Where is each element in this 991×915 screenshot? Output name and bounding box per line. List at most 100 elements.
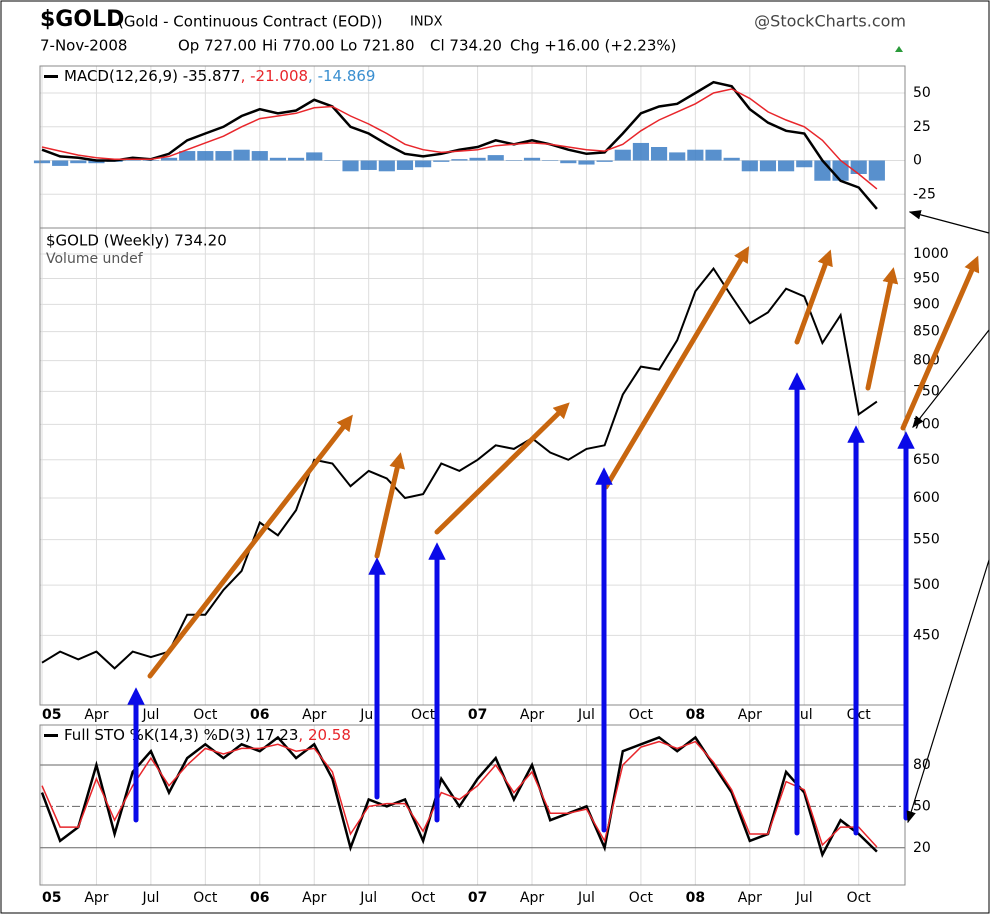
quote-item: Hi 770.00 <box>262 37 335 55</box>
histogram-bar <box>433 160 450 162</box>
x-tick-label: Apr <box>84 890 108 906</box>
histogram-bar <box>542 160 559 161</box>
x-tick-label: Oct <box>629 890 654 906</box>
histogram-bar <box>378 160 395 172</box>
x-tick-label: Jul <box>141 707 159 723</box>
x-tick-label: Apr <box>520 890 544 906</box>
histogram-bar <box>451 159 468 161</box>
y-tick-label: 950 <box>913 271 940 287</box>
histogram-bar <box>723 157 740 161</box>
x-tick-label: 07 <box>468 707 487 723</box>
legend-item: Full STO %K(14,3) %D(3) 17.23 <box>64 726 298 744</box>
x-tick-label: Apr <box>520 707 544 723</box>
symbol: $GOLD <box>40 7 124 32</box>
x-tick-label: 05 <box>42 890 61 906</box>
trend-arrows <box>147 246 980 679</box>
annotations <box>127 210 990 836</box>
quote: Op 727.00 Hi 770.00 Lo 721.80 Cl 734.20 Chg … <box>178 37 903 55</box>
histogram-bar <box>142 160 159 161</box>
date: 7-Nov-2008 <box>40 37 127 55</box>
histogram-bar <box>832 160 849 181</box>
histogram-bar <box>868 160 885 181</box>
histogram-bar <box>632 142 649 161</box>
price-line <box>41 266 878 670</box>
x-tick-label: Jul <box>359 707 377 723</box>
histogram-bar <box>687 149 704 161</box>
histogram-bar <box>523 157 541 161</box>
legend-item: , -21.008 <box>241 67 308 85</box>
y-tick-label: 0 <box>913 153 922 169</box>
x-tick-label: Jul <box>795 890 813 906</box>
legend-item: MACD(12,26,9) -35.877 <box>64 67 241 85</box>
histogram-bar <box>251 151 268 161</box>
legend-swatch <box>44 734 58 737</box>
histogram-bar <box>415 160 432 168</box>
quote-item: Lo 721.80 <box>340 37 415 55</box>
histogram-bar <box>70 160 87 164</box>
y-tick-label: 500 <box>913 577 940 593</box>
y-tick-label: -25 <box>913 186 936 202</box>
x-tick-label: Jul <box>577 890 595 906</box>
macd-line <box>41 80 878 210</box>
x-tick-label: 05 <box>42 707 61 723</box>
x-tick-label: Oct <box>411 707 436 723</box>
x-tick-label: 06 <box>250 890 269 906</box>
histogram-bar <box>33 160 51 164</box>
histogram-bar <box>650 147 668 161</box>
legend-item: , -14.869 <box>308 67 375 85</box>
stochastic-line <box>41 740 878 848</box>
x-tick-label: 06 <box>250 707 269 723</box>
y-tick-label: 50 <box>913 85 931 101</box>
y-tick-label: 700 <box>913 416 940 432</box>
histogram-bar <box>469 157 486 161</box>
histogram-bar <box>324 160 341 161</box>
x-tick-label: Apr <box>738 890 762 906</box>
legend-item: , 20.58 <box>298 726 350 744</box>
histogram-bar <box>342 160 359 172</box>
histogram-bar <box>396 160 414 170</box>
x-tick-label: 08 <box>686 707 705 723</box>
histogram-bar <box>179 151 196 161</box>
up-triangle <box>895 46 903 52</box>
histogram-bar <box>197 151 214 161</box>
histogram-bar <box>614 149 631 161</box>
histogram-bar <box>52 160 69 166</box>
quote-item: Op 727.00 <box>178 37 257 55</box>
legend: Full STO %K(14,3) %D(3) 17.23, 20.58 <box>64 726 351 744</box>
x-tick-label: Jul <box>359 890 377 906</box>
histogram-bar <box>759 160 777 172</box>
legend-swatch <box>44 75 58 78</box>
histogram-bar <box>160 157 178 161</box>
x-tick-label: Oct <box>193 707 218 723</box>
x-tick-label: Oct <box>411 890 436 906</box>
histogram-bar <box>705 149 722 161</box>
histogram-bar <box>796 160 813 168</box>
histogram-bar <box>596 160 613 162</box>
x-tick-label: 07 <box>468 890 487 906</box>
histogram-bar <box>288 157 305 161</box>
y-tick-label: 80 <box>913 757 931 773</box>
histogram-bar <box>741 160 758 172</box>
x-tick-label: Oct <box>847 890 872 906</box>
legend: MACD(12,26,9) -35.877, -21.008, -14.869 <box>64 67 375 85</box>
volume-label: Volume undef <box>46 251 144 267</box>
y-tick-label: 550 <box>913 532 940 548</box>
x-tick-label: Jul <box>577 707 595 723</box>
macd-line <box>41 88 878 190</box>
histogram-bar <box>560 160 577 164</box>
y-tick-label: 850 <box>913 324 940 340</box>
quote-item: Cl 734.20 <box>430 37 502 55</box>
y-tick-label: 1000 <box>913 246 949 262</box>
y-tick-label: 50 <box>913 798 931 814</box>
x-tick-label: Oct <box>629 707 654 723</box>
exchange: INDX <box>410 15 443 30</box>
histogram-bar <box>850 160 867 174</box>
histogram-bar <box>578 160 595 165</box>
pointer-arrows <box>906 210 990 824</box>
quote-item: Chg +16.00 (+2.23%) <box>510 37 676 55</box>
x-tick-label: Apr <box>302 890 326 906</box>
histogram-bar <box>215 151 232 161</box>
histogram-bar <box>814 160 831 181</box>
